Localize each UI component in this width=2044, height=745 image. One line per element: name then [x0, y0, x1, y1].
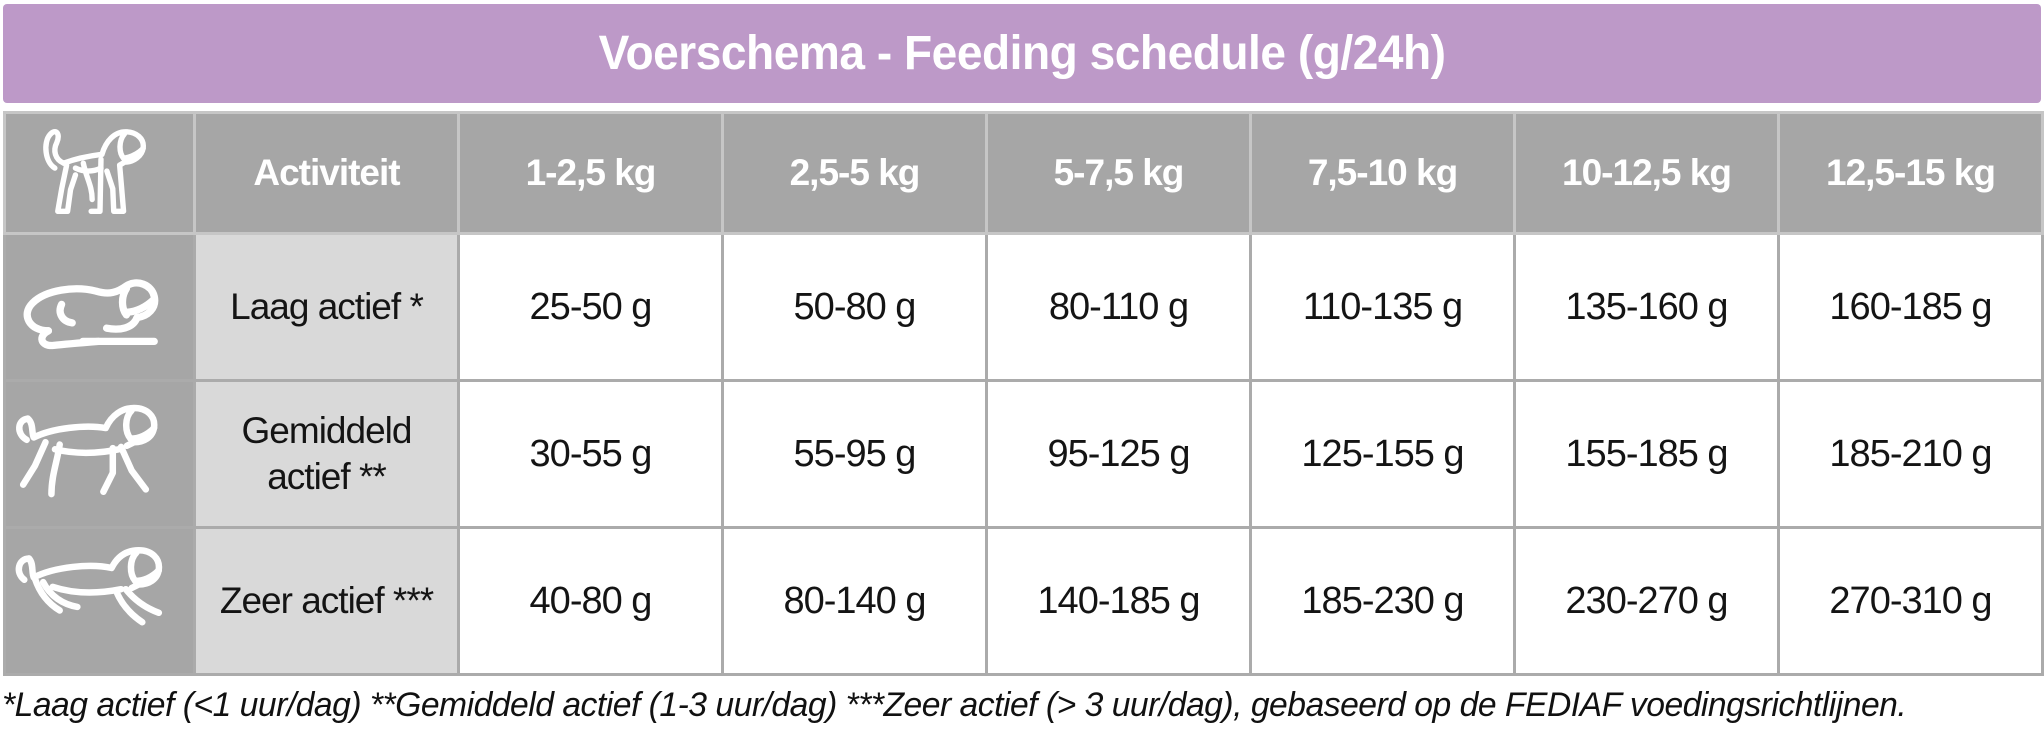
footnote: *Laag actief (<1 uur/dag) **Gemiddeld ac…	[2, 686, 1907, 724]
row-icon-cell	[3, 232, 196, 382]
feeding-value: 95-125 g	[985, 379, 1252, 529]
feeding-value: 230-270 g	[1513, 526, 1780, 676]
feeding-value: 80-140 g	[721, 526, 988, 676]
standing-dog-icon	[42, 129, 146, 214]
page-title: Voerschema - Feeding schedule (g/24h)	[598, 27, 1446, 80]
feeding-value: 55-95 g	[721, 379, 988, 529]
feeding-value: 135-160 g	[1513, 232, 1780, 382]
feeding-value: 185-210 g	[1777, 379, 2044, 529]
activity-label: Zeer actief ***	[193, 526, 460, 676]
lying-dog-icon	[23, 279, 158, 350]
table-row-gemiddeld-actief: Gemiddeld actief ** 30-55 g 55-95 g 95-1…	[3, 379, 2044, 529]
weight-header: 7,5-10 kg	[1249, 111, 1516, 235]
feeding-value: 110-135 g	[1249, 232, 1516, 382]
table-row-zeer-actief: Zeer actief *** 40-80 g 80-140 g 140-185…	[3, 526, 2044, 676]
feeding-value: 40-80 g	[457, 526, 724, 676]
feeding-value: 80-110 g	[985, 232, 1252, 382]
weight-header: 1-2,5 kg	[457, 111, 724, 235]
feeding-value: 125-155 g	[1249, 379, 1516, 529]
feeding-value: 155-185 g	[1513, 379, 1780, 529]
weight-header: 2,5-5 kg	[721, 111, 988, 235]
activity-column-header: Activiteit	[193, 111, 460, 235]
activity-label: Gemiddeld actief **	[193, 379, 460, 529]
feeding-value: 25-50 g	[457, 232, 724, 382]
row-icon-cell	[3, 526, 196, 676]
trotting-dog-icon	[16, 404, 158, 498]
weight-header: 12,5-15 kg	[1777, 111, 2044, 235]
title-bar: Voerschema - Feeding schedule (g/24h)	[3, 4, 2041, 103]
feeding-value: 270-310 g	[1777, 526, 2044, 676]
header-icon-cell	[3, 111, 196, 235]
feeding-value: 50-80 g	[721, 232, 988, 382]
feeding-value: 185-230 g	[1249, 526, 1516, 676]
weight-header: 5-7,5 kg	[985, 111, 1252, 235]
feeding-schedule-table: Activiteit 1-2,5 kg 2,5-5 kg 5-7,5 kg 7,…	[3, 111, 2044, 676]
row-icon-cell	[3, 379, 196, 529]
table-row-laag-actief: Laag actief * 25-50 g 50-80 g 80-110 g 1…	[3, 232, 2044, 382]
running-dog-icon	[15, 547, 163, 626]
feeding-value: 140-185 g	[985, 526, 1252, 676]
feeding-value: 160-185 g	[1777, 232, 2044, 382]
header-row: Activiteit 1-2,5 kg 2,5-5 kg 5-7,5 kg 7,…	[3, 111, 2044, 235]
activity-label: Laag actief *	[193, 232, 460, 382]
weight-header: 10-12,5 kg	[1513, 111, 1780, 235]
feeding-value: 30-55 g	[457, 379, 724, 529]
